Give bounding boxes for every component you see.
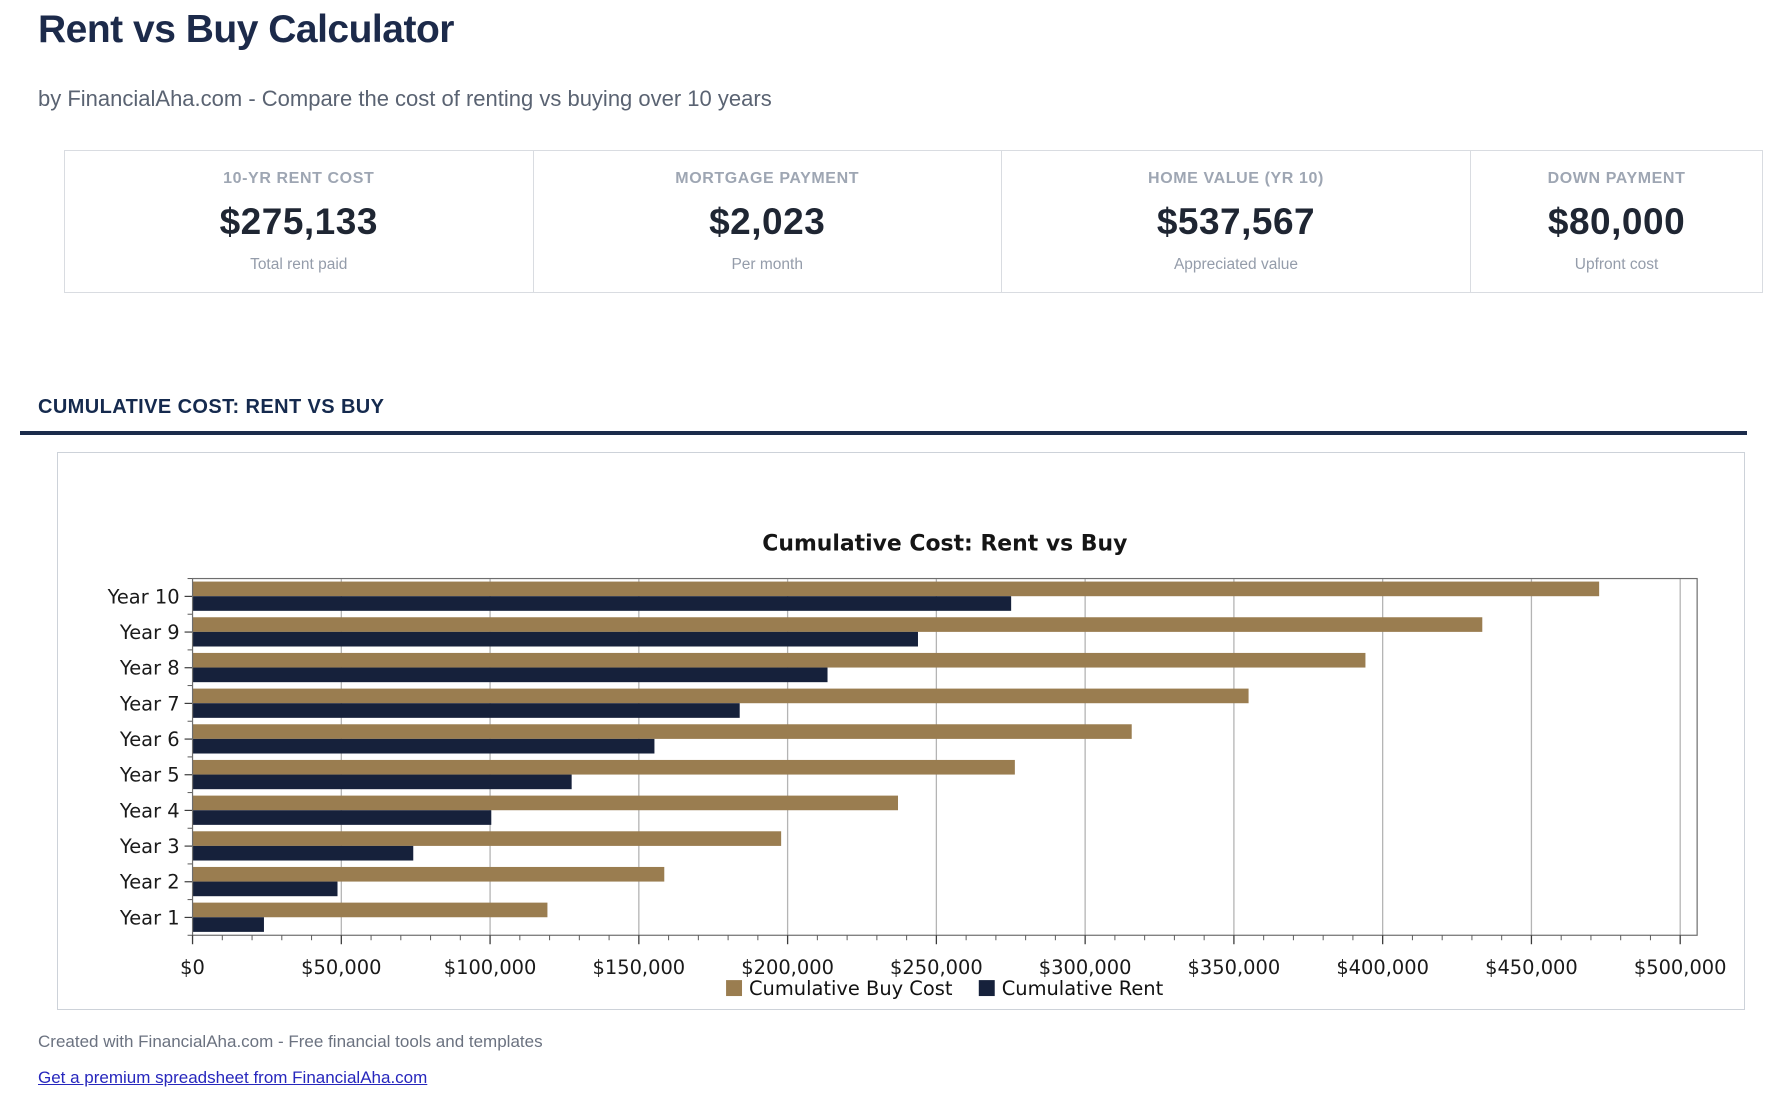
bar-cumulative-buy-cost-year-9 <box>192 617 1483 632</box>
chart-card: Year 10 Year 9 Year 8 Year 7 Year 6 Year 5 Yea… <box>57 452 1745 1010</box>
section-heading: CUMULATIVE COST: RENT VS BUY <box>38 396 385 418</box>
legend-label: Cumulative Buy Cost <box>749 977 953 1000</box>
bar-cumulative-buy-cost-year-8 <box>192 652 1366 668</box>
bar-cumulative-rent-year-2 <box>192 881 338 897</box>
bar-cumulative-rent-year-1 <box>192 917 264 932</box>
stats-row: 10-YR RENT COST $275,133 Total rent paid… <box>64 150 1763 293</box>
x-axis-label: $450,000 <box>1485 956 1578 979</box>
x-axis-label: $250,000 <box>890 956 983 979</box>
bar-cumulative-rent-year-8 <box>192 667 828 683</box>
bar-cumulative-buy-cost-year-5 <box>192 759 1015 775</box>
chart-legend: Cumulative Buy Cost Cumulative Rent <box>726 977 1164 1000</box>
x-axis-label: $300,000 <box>1039 956 1132 979</box>
y-axis-label: Year 10 <box>107 585 180 608</box>
y-axis-label: Year 8 <box>119 657 180 680</box>
bar-cumulative-rent-year-10 <box>192 596 1012 611</box>
y-axis-label: Year 9 <box>119 621 180 644</box>
bar-cumulative-buy-cost-year-6 <box>192 724 1132 739</box>
legend-swatch-cumulative-buy-cost <box>726 980 743 997</box>
x-axis-label: $0 <box>180 956 205 979</box>
stat-value: $2,023 <box>709 200 826 242</box>
x-axis-label: $150,000 <box>593 956 686 979</box>
page-title: Rent vs Buy Calculator <box>38 8 454 51</box>
footer-credit: Created with FinancialAha.com - Free fin… <box>38 1032 543 1051</box>
stat-sublabel: Appreciated value <box>1173 255 1299 273</box>
x-axis-label: $400,000 <box>1336 956 1429 979</box>
stat-label: DOWN PAYMENT <box>1547 169 1686 187</box>
stat-label: 10-YR RENT COST <box>223 169 375 187</box>
chart-title: Cumulative Cost: Rent vs Buy <box>762 532 1127 557</box>
page-subtitle: by FinancialAha.com - Compare the cost o… <box>38 86 772 111</box>
stat-card-mortgage-payment: MORTGAGE PAYMENT $2,023 Per month <box>532 151 1001 292</box>
stat-label: MORTGAGE PAYMENT <box>675 169 860 187</box>
plot-frame <box>191 577 1698 936</box>
stat-value: $537,567 <box>1156 200 1316 242</box>
bar-cumulative-buy-cost-year-3 <box>192 831 782 846</box>
stat-sublabel: Total rent paid <box>250 255 348 273</box>
bar-cumulative-rent-year-4 <box>192 810 492 825</box>
bar-cumulative-rent-year-3 <box>192 845 414 861</box>
stat-card-home-value: HOME VALUE (YR 10) $537,567 Appreciated … <box>1000 151 1470 292</box>
bar-cumulative-buy-cost-year-1 <box>192 902 548 918</box>
stat-value: $275,133 <box>219 200 378 242</box>
bar-cumulative-buy-cost-year-4 <box>192 795 899 811</box>
x-axis-label: $50,000 <box>301 956 381 979</box>
y-axis-label: Year 3 <box>119 835 180 858</box>
bar-cumulative-rent-year-7 <box>192 703 740 718</box>
x-axis-label: $350,000 <box>1188 956 1281 979</box>
x-axis-label: $100,000 <box>444 956 537 979</box>
x-axis-label: $200,000 <box>741 956 834 979</box>
stat-card-down-payment: DOWN PAYMENT $80,000 Upfront cost <box>1470 151 1762 292</box>
stat-label: HOME VALUE (YR 10) <box>1148 169 1324 187</box>
stat-value: $80,000 <box>1547 200 1686 242</box>
y-axis-label: Year 1 <box>119 906 180 929</box>
bar-cumulative-rent-year-5 <box>192 774 572 790</box>
y-axis-label: Year 2 <box>119 871 180 894</box>
y-axis-label: Year 6 <box>119 728 180 751</box>
cumulative-cost-chart: Year 10 Year 9 Year 8 Year 7 Year 6 Year 5 Yea… <box>107 532 1727 1000</box>
y-axis-label: Year 7 <box>119 692 180 715</box>
bar-cumulative-rent-year-6 <box>192 738 655 754</box>
stat-card-rent-cost: 10-YR RENT COST $275,133 Total rent paid <box>65 151 533 292</box>
footer-premium-link[interactable]: Get a premium spreadsheet from Financial… <box>38 1068 428 1087</box>
y-axis-label: Year 5 <box>119 764 180 787</box>
legend-swatch-cumulative-rent <box>978 980 995 997</box>
y-axis-label: Year 4 <box>119 799 180 822</box>
bar-cumulative-buy-cost-year-7 <box>192 688 1249 704</box>
stat-sublabel: Per month <box>731 255 803 273</box>
bar-cumulative-buy-cost-year-10 <box>192 581 1600 597</box>
legend-label: Cumulative Rent <box>1002 977 1164 1000</box>
bar-cumulative-rent-year-9 <box>192 631 918 647</box>
section-divider <box>20 431 1747 435</box>
x-axis-label: $500,000 <box>1634 956 1727 979</box>
stat-sublabel: Upfront cost <box>1574 255 1659 273</box>
bar-cumulative-buy-cost-year-2 <box>192 866 665 882</box>
